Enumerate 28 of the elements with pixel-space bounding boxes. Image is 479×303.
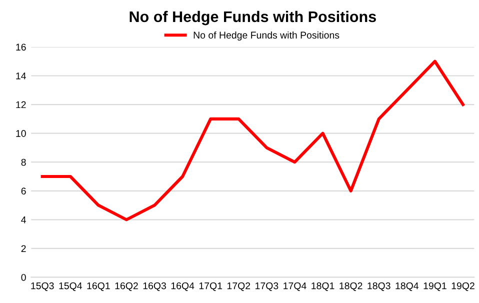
y-tick-label: 16 (16, 44, 26, 51)
x-tick-label: 18Q1 (312, 282, 334, 291)
x-tick-label: 17Q2 (228, 282, 250, 291)
x-tick-label: 16Q1 (87, 282, 110, 291)
x-tick-label: 16Q3 (143, 282, 166, 291)
y-tick-label: 0 (21, 274, 26, 281)
x-tick-label: 16Q4 (171, 282, 194, 291)
x-tick-label: 15Q4 (59, 282, 82, 291)
x-tick-label: 17Q1 (199, 282, 222, 291)
x-tick-label: 17Q3 (256, 282, 278, 291)
x-tick-label: 17Q4 (284, 282, 306, 291)
x-tick-label: 15Q3 (31, 282, 54, 291)
x-tick-label: 18Q4 (396, 282, 419, 291)
chart-title: No of Hedge Funds with Positions (130, 10, 376, 26)
y-tick-label: 8 (21, 158, 26, 166)
x-tick-label: 19Q1 (424, 282, 446, 291)
x-tick-label: 18Q3 (368, 282, 390, 291)
y-tick-label: 10 (16, 130, 26, 137)
x-tick-label: 18Q2 (340, 282, 362, 291)
legend-label: No of Hedge Funds with Positions (194, 31, 340, 41)
line-series (40, 60, 465, 222)
y-tick-label: 12 (16, 101, 26, 108)
y-tick-label: 6 (21, 188, 26, 195)
y-tick-label: 2 (21, 245, 26, 252)
y-tick-label: 14 (16, 72, 26, 80)
y-tick-label: 4 (21, 216, 26, 224)
x-tick-label: 19Q2 (452, 282, 474, 291)
x-tick-label: 16Q2 (115, 282, 138, 291)
